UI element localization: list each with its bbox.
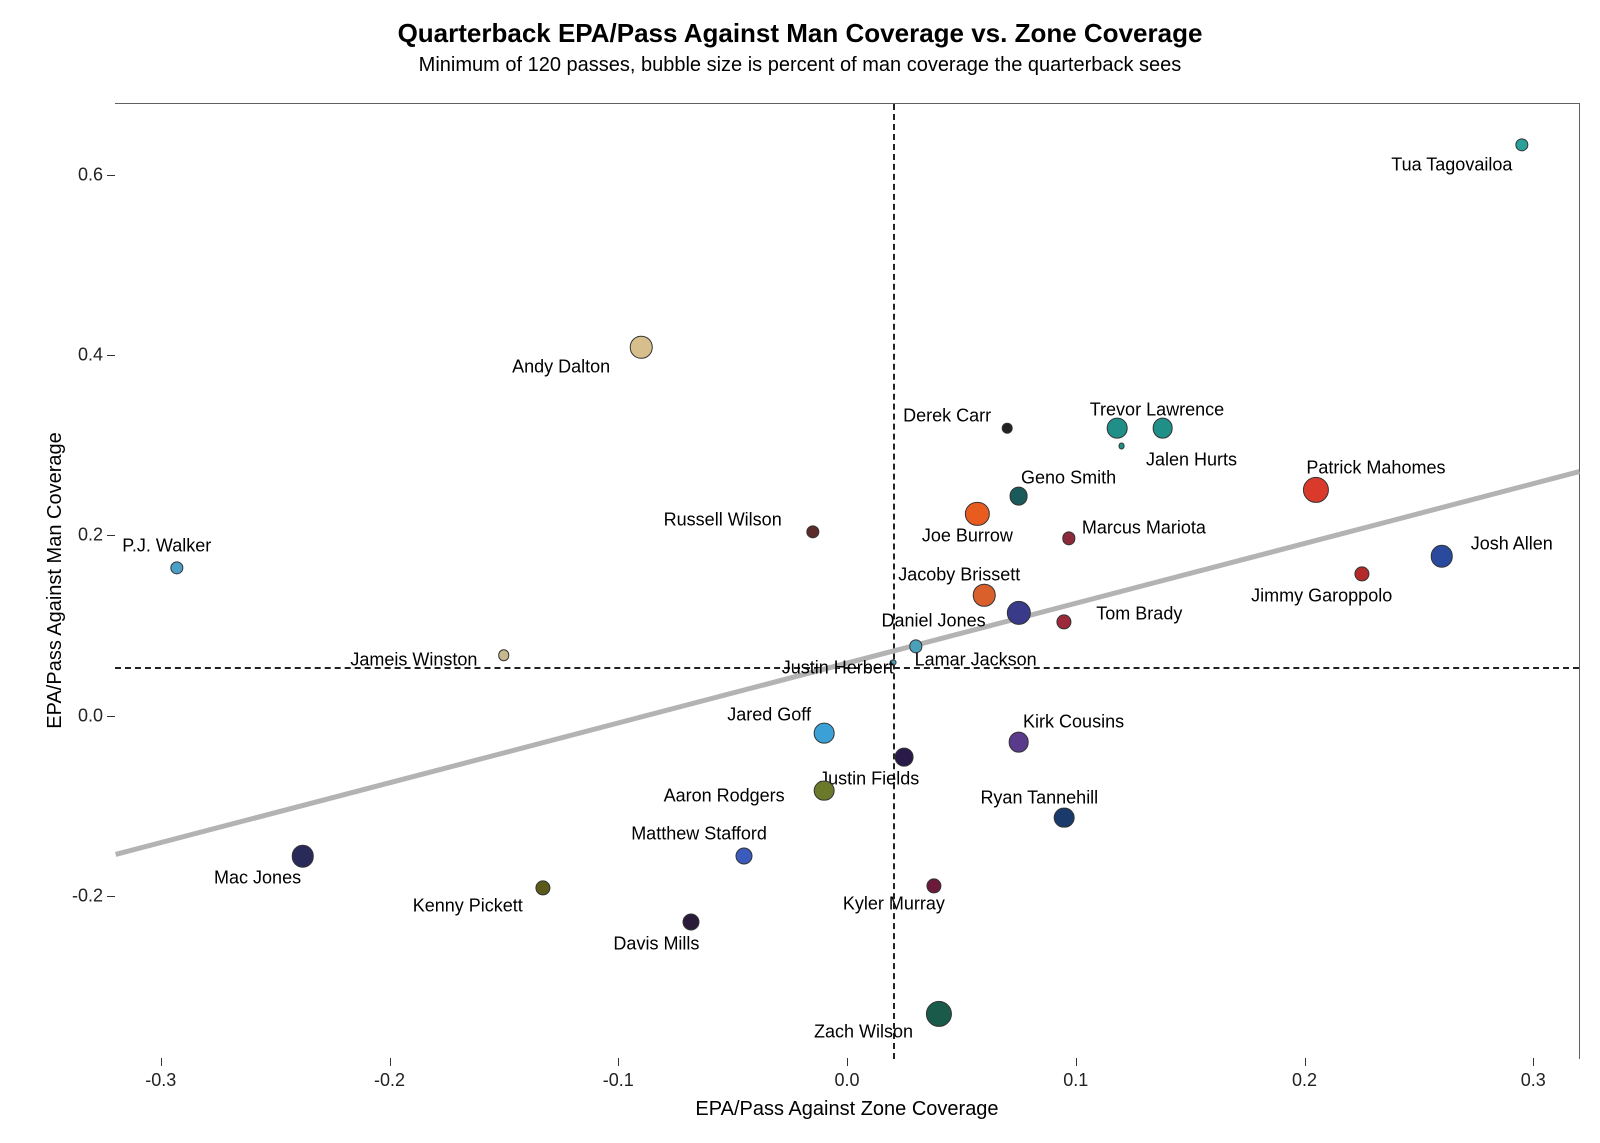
data-point bbox=[291, 845, 314, 868]
x-tick-mark bbox=[1076, 1058, 1077, 1066]
data-point bbox=[1062, 532, 1075, 545]
data-point bbox=[683, 914, 700, 931]
x-tick-mark bbox=[161, 1058, 162, 1066]
data-point bbox=[814, 723, 835, 744]
data-point-label: Marcus Mariota bbox=[1082, 518, 1206, 539]
data-point bbox=[814, 780, 835, 801]
y-tick-mark bbox=[107, 175, 115, 176]
data-point bbox=[1002, 423, 1013, 434]
data-point-label: Daniel Jones bbox=[882, 611, 986, 632]
data-point-label: Andy Dalton bbox=[512, 357, 610, 378]
data-point bbox=[806, 525, 819, 538]
data-point-label: Geno Smith bbox=[1021, 467, 1116, 488]
x-tick-mark bbox=[1533, 1058, 1534, 1066]
data-point bbox=[1118, 443, 1125, 450]
y-tick-label: 0.6 bbox=[65, 165, 103, 186]
x-tick-label: 0.3 bbox=[1521, 1070, 1546, 1091]
data-point-label: Derek Carr bbox=[903, 406, 991, 427]
data-point-label: P.J. Walker bbox=[122, 535, 211, 556]
data-point-label: Trevor Lawrence bbox=[1090, 400, 1224, 421]
data-point bbox=[1152, 418, 1173, 439]
x-tick-mark bbox=[847, 1058, 848, 1066]
data-point bbox=[630, 336, 653, 359]
data-point-label: Tua Tagovailoa bbox=[1391, 154, 1512, 175]
chart-subtitle: Minimum of 120 passes, bubble size is pe… bbox=[0, 54, 1600, 77]
data-point-label: Mac Jones bbox=[214, 868, 301, 889]
data-point-label: Jared Goff bbox=[727, 704, 811, 725]
y-tick-label: -0.2 bbox=[65, 885, 103, 906]
data-point-label: Kirk Cousins bbox=[1023, 711, 1124, 732]
data-point-label: Lamar Jackson bbox=[915, 650, 1037, 671]
chart-container: Quarterback EPA/Pass Against Man Coverag… bbox=[0, 0, 1600, 1143]
data-point-label: Jameis Winston bbox=[350, 650, 477, 671]
data-point-label: Kyler Murray bbox=[843, 894, 945, 915]
data-point-label: Russell Wilson bbox=[664, 509, 782, 530]
y-tick-mark bbox=[107, 716, 115, 717]
data-point-label: Aaron Rodgers bbox=[664, 785, 785, 806]
x-tick-label: 0.2 bbox=[1292, 1070, 1317, 1091]
data-point-label: Davis Mills bbox=[613, 934, 699, 955]
data-point bbox=[925, 1001, 951, 1027]
data-point bbox=[1008, 732, 1029, 753]
data-point-label: Joe Burrow bbox=[922, 525, 1013, 546]
data-point bbox=[498, 650, 510, 662]
data-point bbox=[1515, 138, 1528, 151]
chart-title: Quarterback EPA/Pass Against Man Coverag… bbox=[0, 18, 1600, 49]
data-point-label: Jacoby Brissett bbox=[898, 565, 1020, 586]
data-point bbox=[170, 561, 183, 574]
data-point-label: Matthew Stafford bbox=[631, 824, 767, 845]
data-point bbox=[1431, 545, 1454, 568]
data-point-label: Kenny Pickett bbox=[413, 895, 523, 916]
data-point-label: Patrick Mahomes bbox=[1306, 457, 1445, 478]
data-point-label: Ryan Tannehill bbox=[980, 787, 1098, 808]
x-tick-label: -0.2 bbox=[374, 1070, 405, 1091]
x-tick-label: 0.1 bbox=[1063, 1070, 1088, 1091]
y-tick-label: 0.0 bbox=[65, 705, 103, 726]
data-point bbox=[535, 880, 550, 895]
y-tick-label: 0.4 bbox=[65, 345, 103, 366]
data-point bbox=[1107, 418, 1128, 439]
x-tick-mark bbox=[618, 1058, 619, 1066]
x-tick-label: 0.0 bbox=[834, 1070, 859, 1091]
data-point-label: Justin Herbert bbox=[782, 657, 894, 678]
data-point-label: Jalen Hurts bbox=[1146, 450, 1237, 471]
x-reference-line bbox=[893, 104, 895, 1059]
data-point bbox=[926, 878, 941, 893]
y-axis-label: EPA/Pass Against Man Coverage bbox=[44, 103, 67, 1058]
data-point bbox=[1303, 477, 1329, 503]
data-point bbox=[895, 748, 914, 767]
y-tick-mark bbox=[107, 896, 115, 897]
y-tick-mark bbox=[107, 355, 115, 356]
y-tick-mark bbox=[107, 535, 115, 536]
data-point bbox=[1057, 614, 1072, 629]
data-point bbox=[1354, 567, 1369, 582]
x-axis-label: EPA/Pass Against Zone Coverage bbox=[115, 1098, 1579, 1121]
data-point-label: Zach Wilson bbox=[814, 1021, 913, 1042]
y-tick-label: 0.2 bbox=[65, 525, 103, 546]
data-point bbox=[736, 848, 753, 865]
x-tick-mark bbox=[390, 1058, 391, 1066]
data-point bbox=[1006, 601, 1030, 625]
data-point-label: Tom Brady bbox=[1096, 604, 1182, 625]
data-point-label: Josh Allen bbox=[1471, 534, 1553, 555]
x-tick-label: -0.3 bbox=[145, 1070, 176, 1091]
data-point bbox=[965, 502, 989, 526]
data-point bbox=[1009, 486, 1028, 505]
x-tick-label: -0.1 bbox=[603, 1070, 634, 1091]
data-point-label: Jimmy Garoppolo bbox=[1251, 586, 1392, 607]
x-tick-mark bbox=[1305, 1058, 1306, 1066]
data-point bbox=[1054, 807, 1075, 828]
data-point bbox=[973, 584, 996, 607]
plot-area: Tua Tagovailoa Andy Dalton Trevor Lawrence… bbox=[115, 103, 1580, 1059]
